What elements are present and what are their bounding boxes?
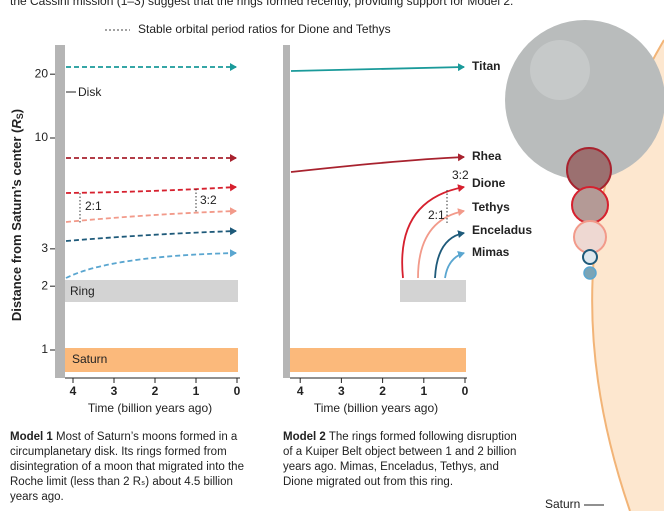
saturn-band	[290, 348, 466, 372]
y-tick-label: 20	[35, 66, 49, 80]
moon-label: Tethys	[472, 200, 510, 214]
axis-bar	[55, 45, 65, 378]
moon-label: Enceladus	[472, 223, 532, 237]
x-tick-label: 0	[234, 384, 241, 398]
moon-label: Titan	[472, 59, 500, 73]
caption: Model 2 The rings formed following disru…	[283, 430, 523, 490]
dione-disc	[571, 186, 609, 224]
caption: Model 1 Most of Saturn’s moons formed in…	[10, 430, 250, 505]
orbit-curve	[65, 207, 237, 223]
ring-band	[65, 280, 238, 302]
orbit-curve	[434, 230, 465, 279]
saturn-limb	[592, 40, 664, 511]
disk-label: Disk	[78, 85, 102, 99]
orbit-curve	[65, 183, 237, 194]
orbit-curve	[417, 208, 465, 279]
y-label-part: Distance from Saturn’s center (	[9, 128, 24, 321]
x-tick-label: 1	[193, 384, 200, 398]
x-tick-label: 0	[462, 384, 469, 398]
x-tick-label: 1	[420, 384, 427, 398]
y-tick-label: 3	[41, 241, 48, 255]
moon-label: Rhea	[472, 149, 502, 163]
intro-text: the Cassini mission (1–3) suggest that t…	[10, 0, 513, 8]
ratio-label: 3:2	[200, 193, 217, 207]
caption-text: Most of Saturn’s moons formed in a circu…	[10, 431, 244, 503]
ratio-label: 2:1	[428, 208, 445, 222]
titan-shade	[530, 40, 590, 100]
orbit-curve	[290, 63, 465, 72]
y-axis-label: Distance from Saturn’s center (RS)	[9, 109, 25, 321]
x-tick-label: 3	[111, 384, 118, 398]
tethys-disc	[573, 220, 607, 254]
ring-band	[400, 280, 466, 302]
y-tick-label: 10	[35, 130, 49, 144]
x-axis-label: Time (billion years ago)	[314, 401, 438, 415]
legend-text: Stable orbital period ratios for Dione a…	[138, 22, 391, 36]
ring-label: Ring	[70, 284, 95, 298]
x-tick-label: 2	[379, 384, 386, 398]
x-axis-label: Time (billion years ago)	[88, 401, 212, 415]
y-label-part: R	[9, 119, 24, 129]
orbit-curve	[65, 227, 237, 242]
rhea-disc	[566, 147, 612, 193]
x-tick-label: 3	[338, 384, 345, 398]
y-tick-label: 1	[41, 342, 48, 356]
orbit-curve	[444, 250, 465, 279]
enceladus-disc	[582, 249, 598, 265]
x-tick-label: 2	[152, 384, 159, 398]
moon-label: Dione	[472, 176, 506, 190]
caption-title: Model 1	[10, 431, 53, 443]
saturn-label: Saturn	[72, 352, 107, 366]
orbits	[65, 63, 465, 279]
planet-label: Saturn	[545, 497, 580, 511]
y-tick-label: 2	[41, 278, 48, 292]
y-label-part: )	[9, 109, 24, 113]
axis-bar	[283, 45, 290, 378]
orbit-curve	[290, 153, 465, 173]
ratio-label: 2:1	[85, 199, 102, 213]
x-tick-label: 4	[70, 384, 77, 398]
mimas-disc	[583, 266, 597, 280]
orbit-curve	[401, 184, 465, 279]
caption-text: The rings formed following disruption of…	[283, 431, 517, 488]
moon-label: Mimas	[472, 245, 510, 259]
x-tick-label: 4	[297, 384, 304, 398]
caption-title: Model 2	[283, 431, 326, 443]
ratio-label: 3:2	[452, 168, 469, 182]
y-label-part: S	[15, 113, 25, 119]
orbit-curve	[65, 249, 237, 279]
saturn-band	[65, 348, 238, 372]
